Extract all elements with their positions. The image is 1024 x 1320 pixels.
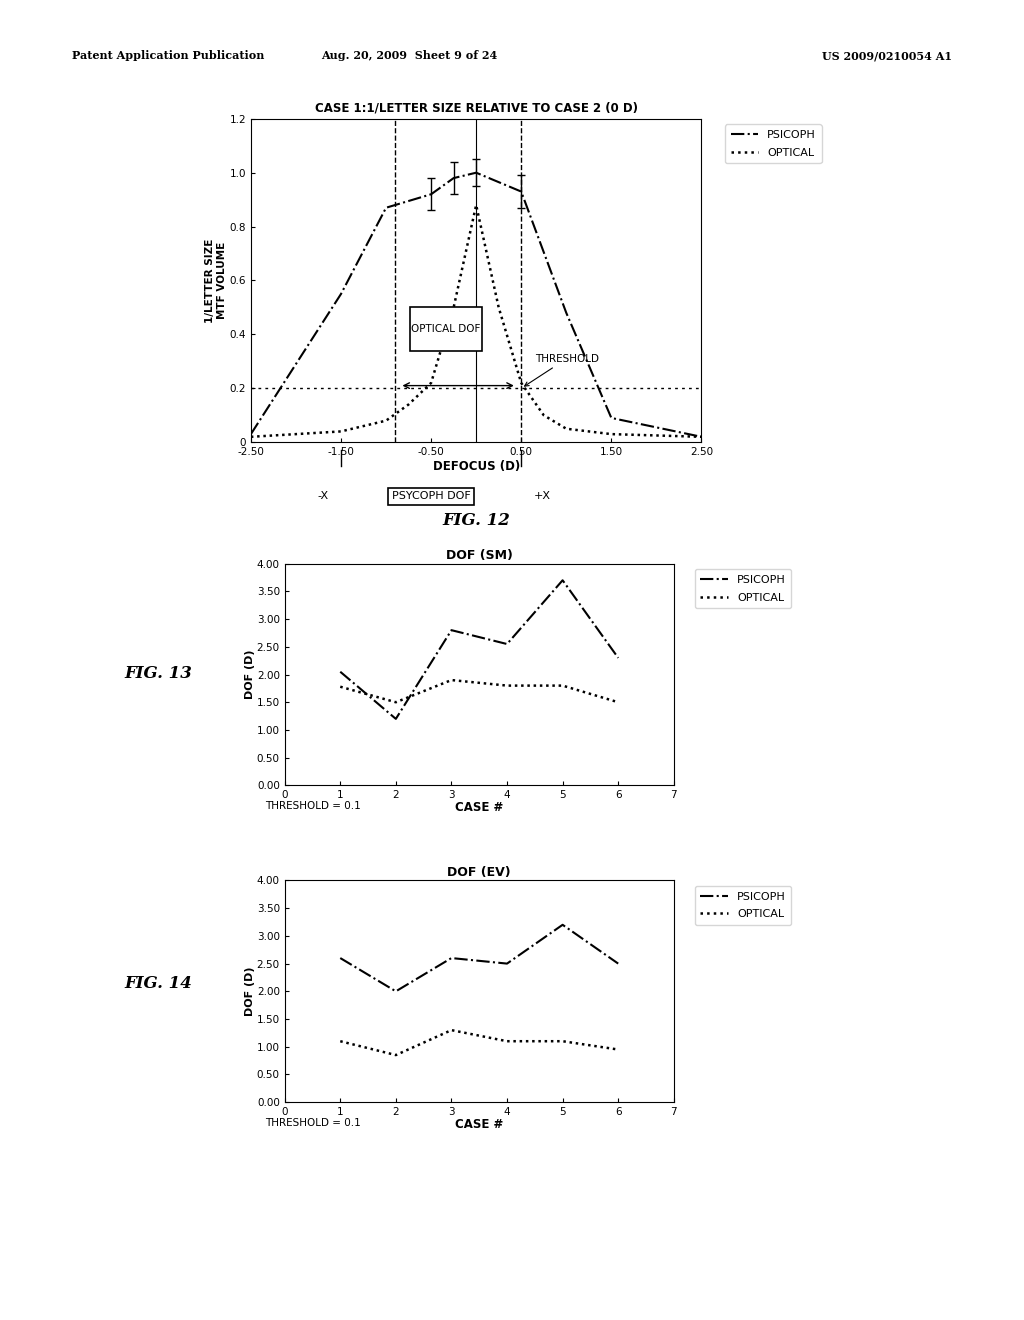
Text: Patent Application Publication: Patent Application Publication: [72, 50, 264, 61]
Y-axis label: 1/LETTER SIZE
MTF VOLUME: 1/LETTER SIZE MTF VOLUME: [205, 239, 226, 322]
Text: CASE #: CASE #: [455, 1118, 504, 1131]
Text: THRESHOLD = 0.1: THRESHOLD = 0.1: [264, 1118, 360, 1129]
Text: THRESHOLD = 0.1: THRESHOLD = 0.1: [264, 801, 360, 812]
Title: CASE 1:1/LETTER SIZE RELATIVE TO CASE 2 (0 D): CASE 1:1/LETTER SIZE RELATIVE TO CASE 2 …: [314, 102, 638, 115]
Text: THRESHOLD: THRESHOLD: [524, 354, 599, 387]
Y-axis label: DOF (D): DOF (D): [246, 649, 255, 700]
Legend: PSICOPH, OPTICAL: PSICOPH, OPTICAL: [695, 886, 792, 925]
Text: FIG. 13: FIG. 13: [125, 665, 193, 681]
Y-axis label: DOF (D): DOF (D): [246, 966, 255, 1016]
Text: FIG. 12: FIG. 12: [442, 512, 510, 528]
Title: DOF (EV): DOF (EV): [447, 866, 511, 879]
Title: DOF (SM): DOF (SM): [445, 549, 513, 562]
Legend: PSICOPH, OPTICAL: PSICOPH, OPTICAL: [695, 569, 792, 609]
Legend: PSICOPH, OPTICAL: PSICOPH, OPTICAL: [725, 124, 821, 164]
Text: FIG. 14: FIG. 14: [125, 975, 193, 991]
Text: CASE #: CASE #: [455, 801, 504, 814]
Text: -X: -X: [317, 491, 329, 502]
Text: Aug. 20, 2009  Sheet 9 of 24: Aug. 20, 2009 Sheet 9 of 24: [322, 50, 498, 61]
Text: PSYCOPH DOF: PSYCOPH DOF: [392, 491, 470, 502]
Text: US 2009/0210054 A1: US 2009/0210054 A1: [822, 50, 952, 61]
Text: +X: +X: [534, 491, 551, 502]
Text: OPTICAL DOF: OPTICAL DOF: [412, 323, 480, 334]
X-axis label: DEFOCUS (D): DEFOCUS (D): [432, 459, 520, 473]
FancyBboxPatch shape: [411, 308, 481, 351]
